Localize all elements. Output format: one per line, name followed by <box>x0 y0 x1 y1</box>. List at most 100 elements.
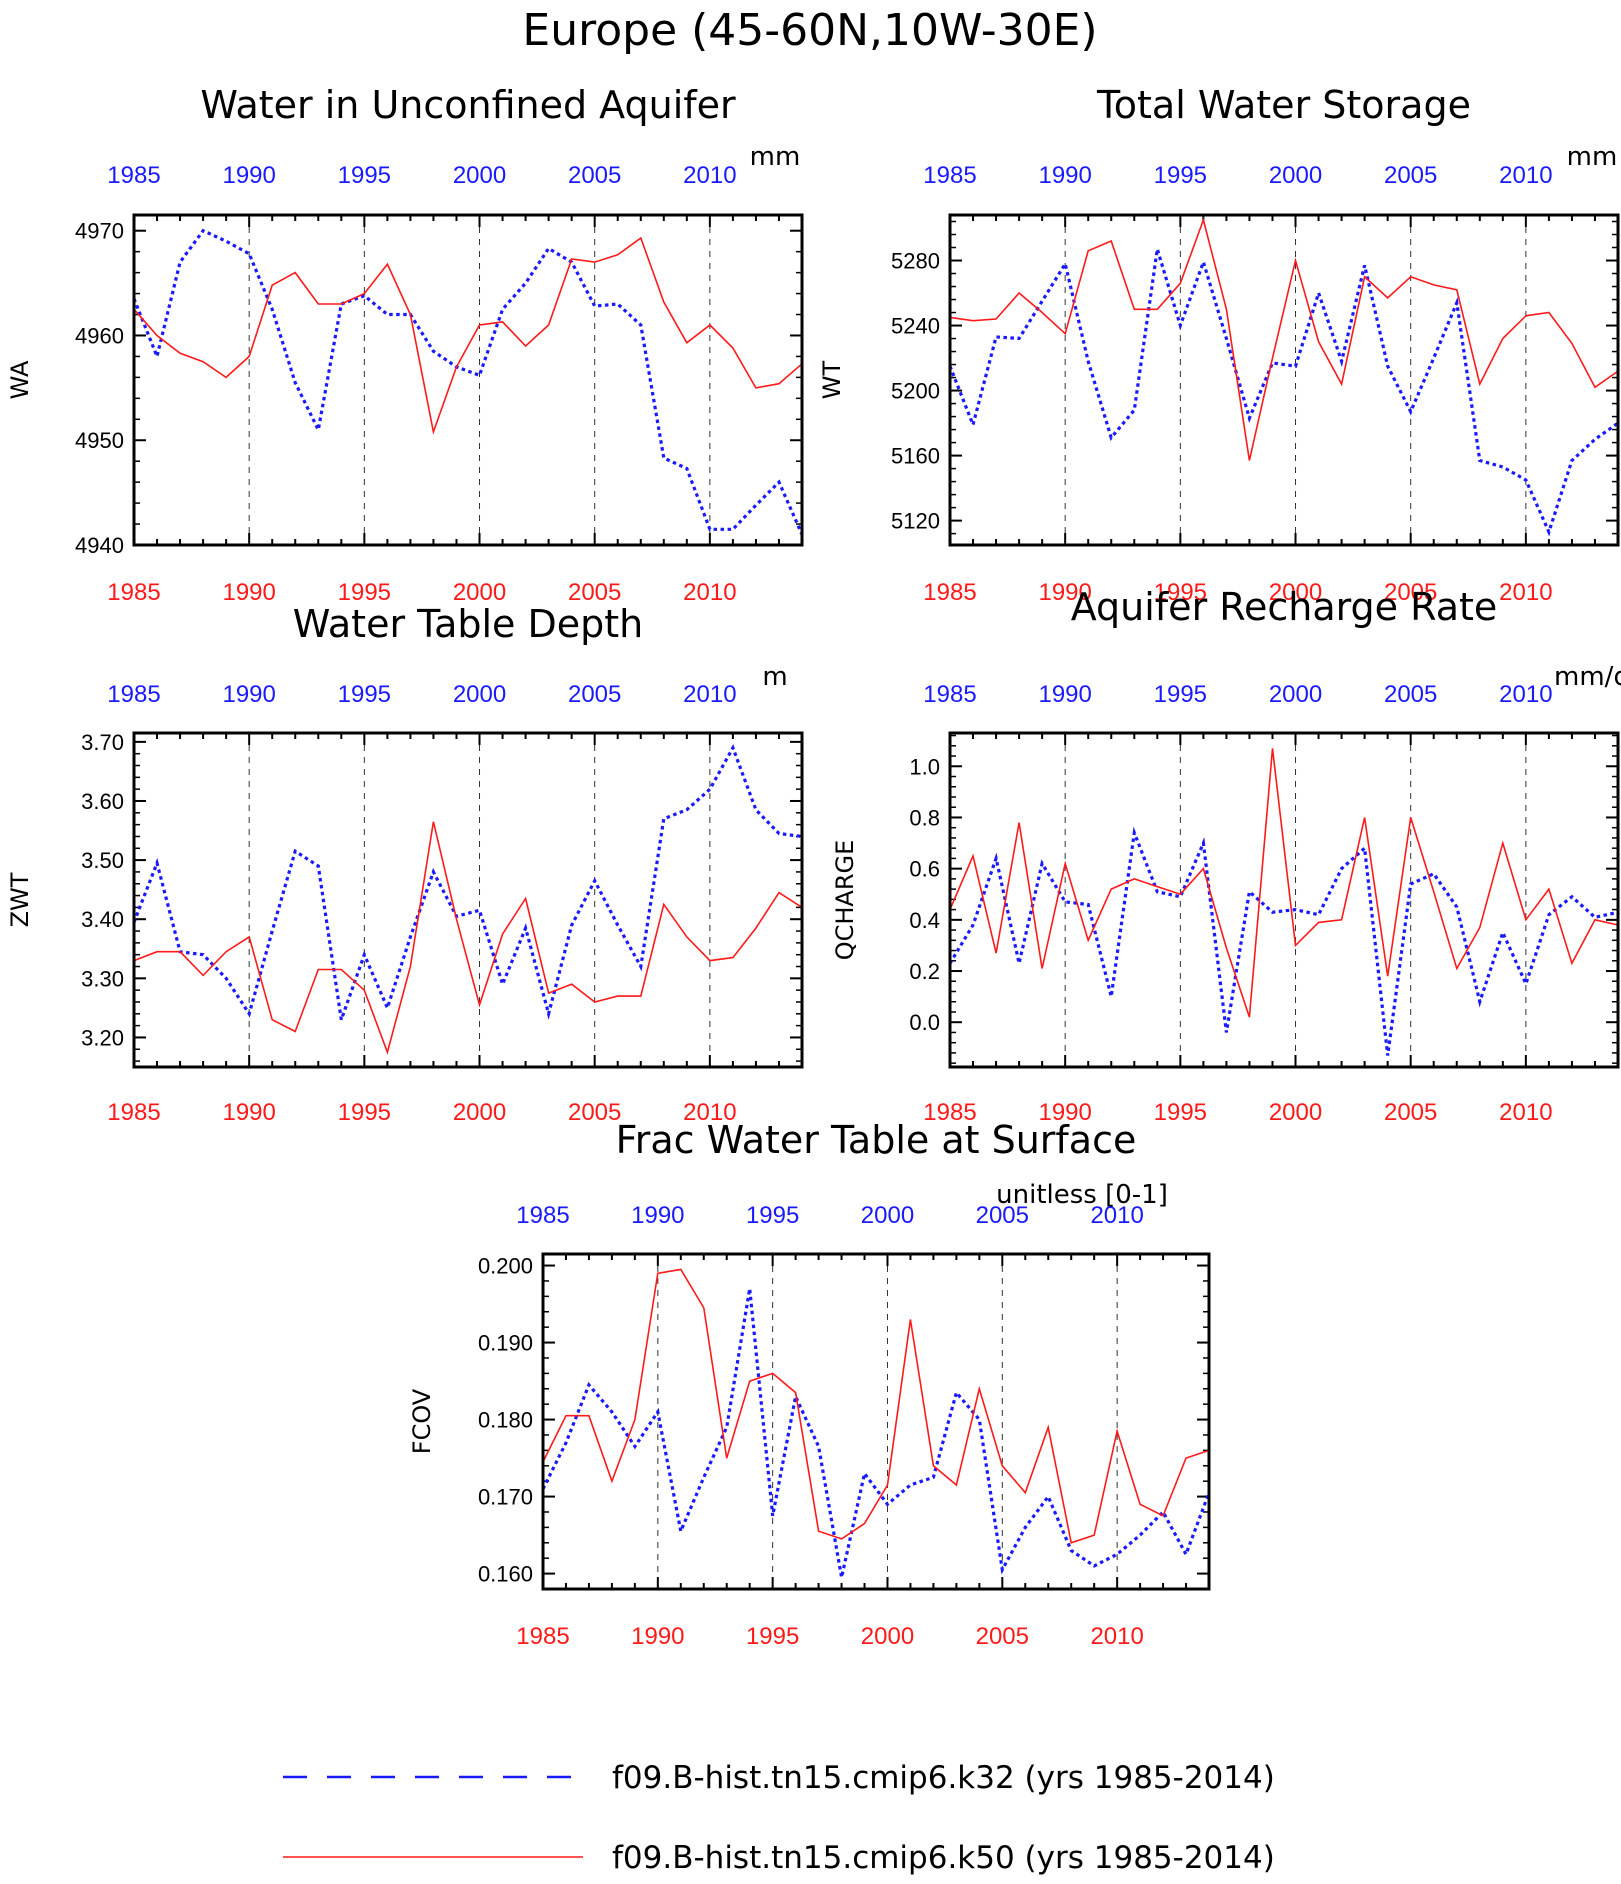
y-tick-label: 0.6 <box>909 857 940 882</box>
x-tick-label-bottom: 1985 <box>107 1099 160 1126</box>
series-line-k50 <box>949 748 1619 1018</box>
x-tick-label-top: 2005 <box>568 681 621 708</box>
y-axis-label: QCHARGE <box>831 840 859 961</box>
y-tick-label: 5120 <box>891 509 940 534</box>
y-axis-label: WT <box>818 360 846 399</box>
figure-title: Europe (45-60N,10W-30E) <box>522 5 1097 56</box>
x-tick-label-top: 1990 <box>222 681 275 708</box>
series-line-k32 <box>132 228 804 536</box>
series-line-k32 <box>948 826 1619 1056</box>
plot-frame <box>541 1252 1211 1591</box>
x-tick-label-bottom: 2000 <box>453 579 506 606</box>
x-tick-label-top: 1990 <box>222 162 275 189</box>
y-tick-label: 5200 <box>891 379 940 404</box>
chart-title: Frac Water Table at Surface <box>616 1118 1137 1162</box>
x-tick-label-top: 2000 <box>1269 681 1322 708</box>
x-tick-label-top: 2010 <box>1499 681 1552 708</box>
series-line-k50 <box>542 1268 1210 1544</box>
x-tick-label-bottom: 1985 <box>107 579 160 606</box>
x-tick-label-bottom: 2005 <box>1384 1099 1437 1126</box>
x-tick-label-top: 2000 <box>1269 162 1322 189</box>
y-tick-label: 4940 <box>75 533 124 558</box>
x-tick-label-bottom: 1995 <box>746 1623 799 1650</box>
x-tick-label-bottom: 2000 <box>1269 1099 1322 1126</box>
y-tick-label: 3.40 <box>81 907 124 932</box>
y-tick-label: 0.0 <box>909 1010 940 1035</box>
x-tick-label-bottom: 1985 <box>923 1099 976 1126</box>
x-tick-label-bottom: 1990 <box>1038 579 1091 606</box>
x-tick-label-bottom: 1990 <box>631 1623 684 1650</box>
x-tick-label-bottom: 2010 <box>1499 1099 1552 1126</box>
x-tick-label-bottom: 2000 <box>1269 579 1322 606</box>
y-tick-label: 0.8 <box>909 805 940 830</box>
x-tick-label-top: 1995 <box>338 681 391 708</box>
x-tick-label-bottom: 2010 <box>683 1099 736 1126</box>
y-tick-label: 0.4 <box>909 908 940 933</box>
series-line-k32 <box>541 1288 1211 1578</box>
x-tick-label-top: 1995 <box>746 1202 799 1229</box>
units-label: m <box>762 662 787 692</box>
units-label: mm/d <box>1554 662 1621 692</box>
x-tick-label-bottom: 1995 <box>1154 579 1207 606</box>
x-tick-label-top: 1995 <box>338 162 391 189</box>
x-tick-label-bottom: 1985 <box>923 579 976 606</box>
y-tick-label: 3.20 <box>81 1025 124 1050</box>
x-tick-label-top: 2010 <box>1090 1202 1143 1229</box>
y-tick-label: 0.170 <box>478 1485 533 1510</box>
y-tick-label: 3.60 <box>81 789 124 814</box>
legend-label-k50: f09.B-hist.tn15.cmip6.k50 (yrs 1985-2014… <box>612 1840 1275 1876</box>
x-tick-label-bottom: 2005 <box>976 1623 1029 1650</box>
y-tick-label: 1.0 <box>909 754 940 779</box>
x-tick-label-top: 1990 <box>631 1202 684 1229</box>
chart-title: Water in Unconfined Aquifer <box>200 83 736 127</box>
x-tick-label-bottom: 1990 <box>222 1099 275 1126</box>
x-tick-label-top: 1990 <box>1038 681 1091 708</box>
plot-frame <box>948 213 1620 547</box>
y-tick-label: 5160 <box>891 444 940 469</box>
plot-frame <box>948 731 1620 1069</box>
series-line-k32 <box>132 743 803 1021</box>
chart-panel-3: Aquifer Recharge Rate mm/d QCHARGE 1985 1985… <box>831 585 1621 1126</box>
units-label: unitless [0-1] <box>996 1180 1168 1210</box>
x-tick-label-top: 1985 <box>923 681 976 708</box>
y-tick-label: 4950 <box>75 428 124 453</box>
series-line-k50 <box>133 236 803 435</box>
x-tick-label-top: 1985 <box>107 162 160 189</box>
x-tick-label-top: 2010 <box>683 162 736 189</box>
x-tick-label-top: 1995 <box>1154 162 1207 189</box>
x-tick-label-top: 1995 <box>1154 681 1207 708</box>
chart-panel-2: Water Table Depth m ZWT 1985 1985 1990 1990 199… <box>6 602 804 1126</box>
x-tick-label-bottom: 2005 <box>1384 579 1437 606</box>
x-tick-label-bottom: 1995 <box>338 579 391 606</box>
x-tick-label-top: 2005 <box>568 162 621 189</box>
y-tick-label: 5280 <box>891 249 940 274</box>
x-tick-label-bottom: 2005 <box>568 579 621 606</box>
units-label: mm <box>750 142 801 172</box>
x-tick-label-bottom: 1990 <box>1038 1099 1091 1126</box>
x-tick-label-bottom: 2005 <box>568 1099 621 1126</box>
x-tick-label-top: 2000 <box>861 1202 914 1229</box>
x-tick-label-bottom: 2010 <box>683 579 736 606</box>
y-tick-label: 5240 <box>891 314 940 339</box>
x-tick-label-bottom: 1995 <box>338 1099 391 1126</box>
x-tick-label-bottom: 2010 <box>1499 579 1552 606</box>
x-tick-label-bottom: 2010 <box>1090 1623 1143 1650</box>
y-tick-label: 3.30 <box>81 966 124 991</box>
x-tick-label-top: 1985 <box>516 1202 569 1229</box>
x-tick-label-top: 2005 <box>1384 162 1437 189</box>
plot-frame <box>132 731 804 1069</box>
x-tick-label-top: 2010 <box>683 681 736 708</box>
x-tick-label-top: 2000 <box>453 162 506 189</box>
x-tick-label-top: 2005 <box>976 1202 1029 1229</box>
x-tick-label-bottom: 2000 <box>861 1623 914 1650</box>
x-tick-label-bottom: 2000 <box>453 1099 506 1126</box>
chart-title: Water Table Depth <box>293 602 644 646</box>
series-line-k50 <box>949 217 1619 461</box>
x-tick-label-bottom: 1990 <box>222 579 275 606</box>
chart-panel-4: Frac Water Table at Surface unitless [0-1… <box>408 1118 1211 1650</box>
plot-frame <box>132 213 804 547</box>
legend-label-k32: f09.B-hist.tn15.cmip6.k32 (yrs 1985-2014… <box>612 1760 1275 1796</box>
legend: f09.B-hist.tn15.cmip6.k32 (yrs 1985-2014… <box>283 1760 1275 1876</box>
y-tick-label: 3.50 <box>81 848 124 873</box>
y-tick-label: 0.200 <box>478 1254 533 1279</box>
